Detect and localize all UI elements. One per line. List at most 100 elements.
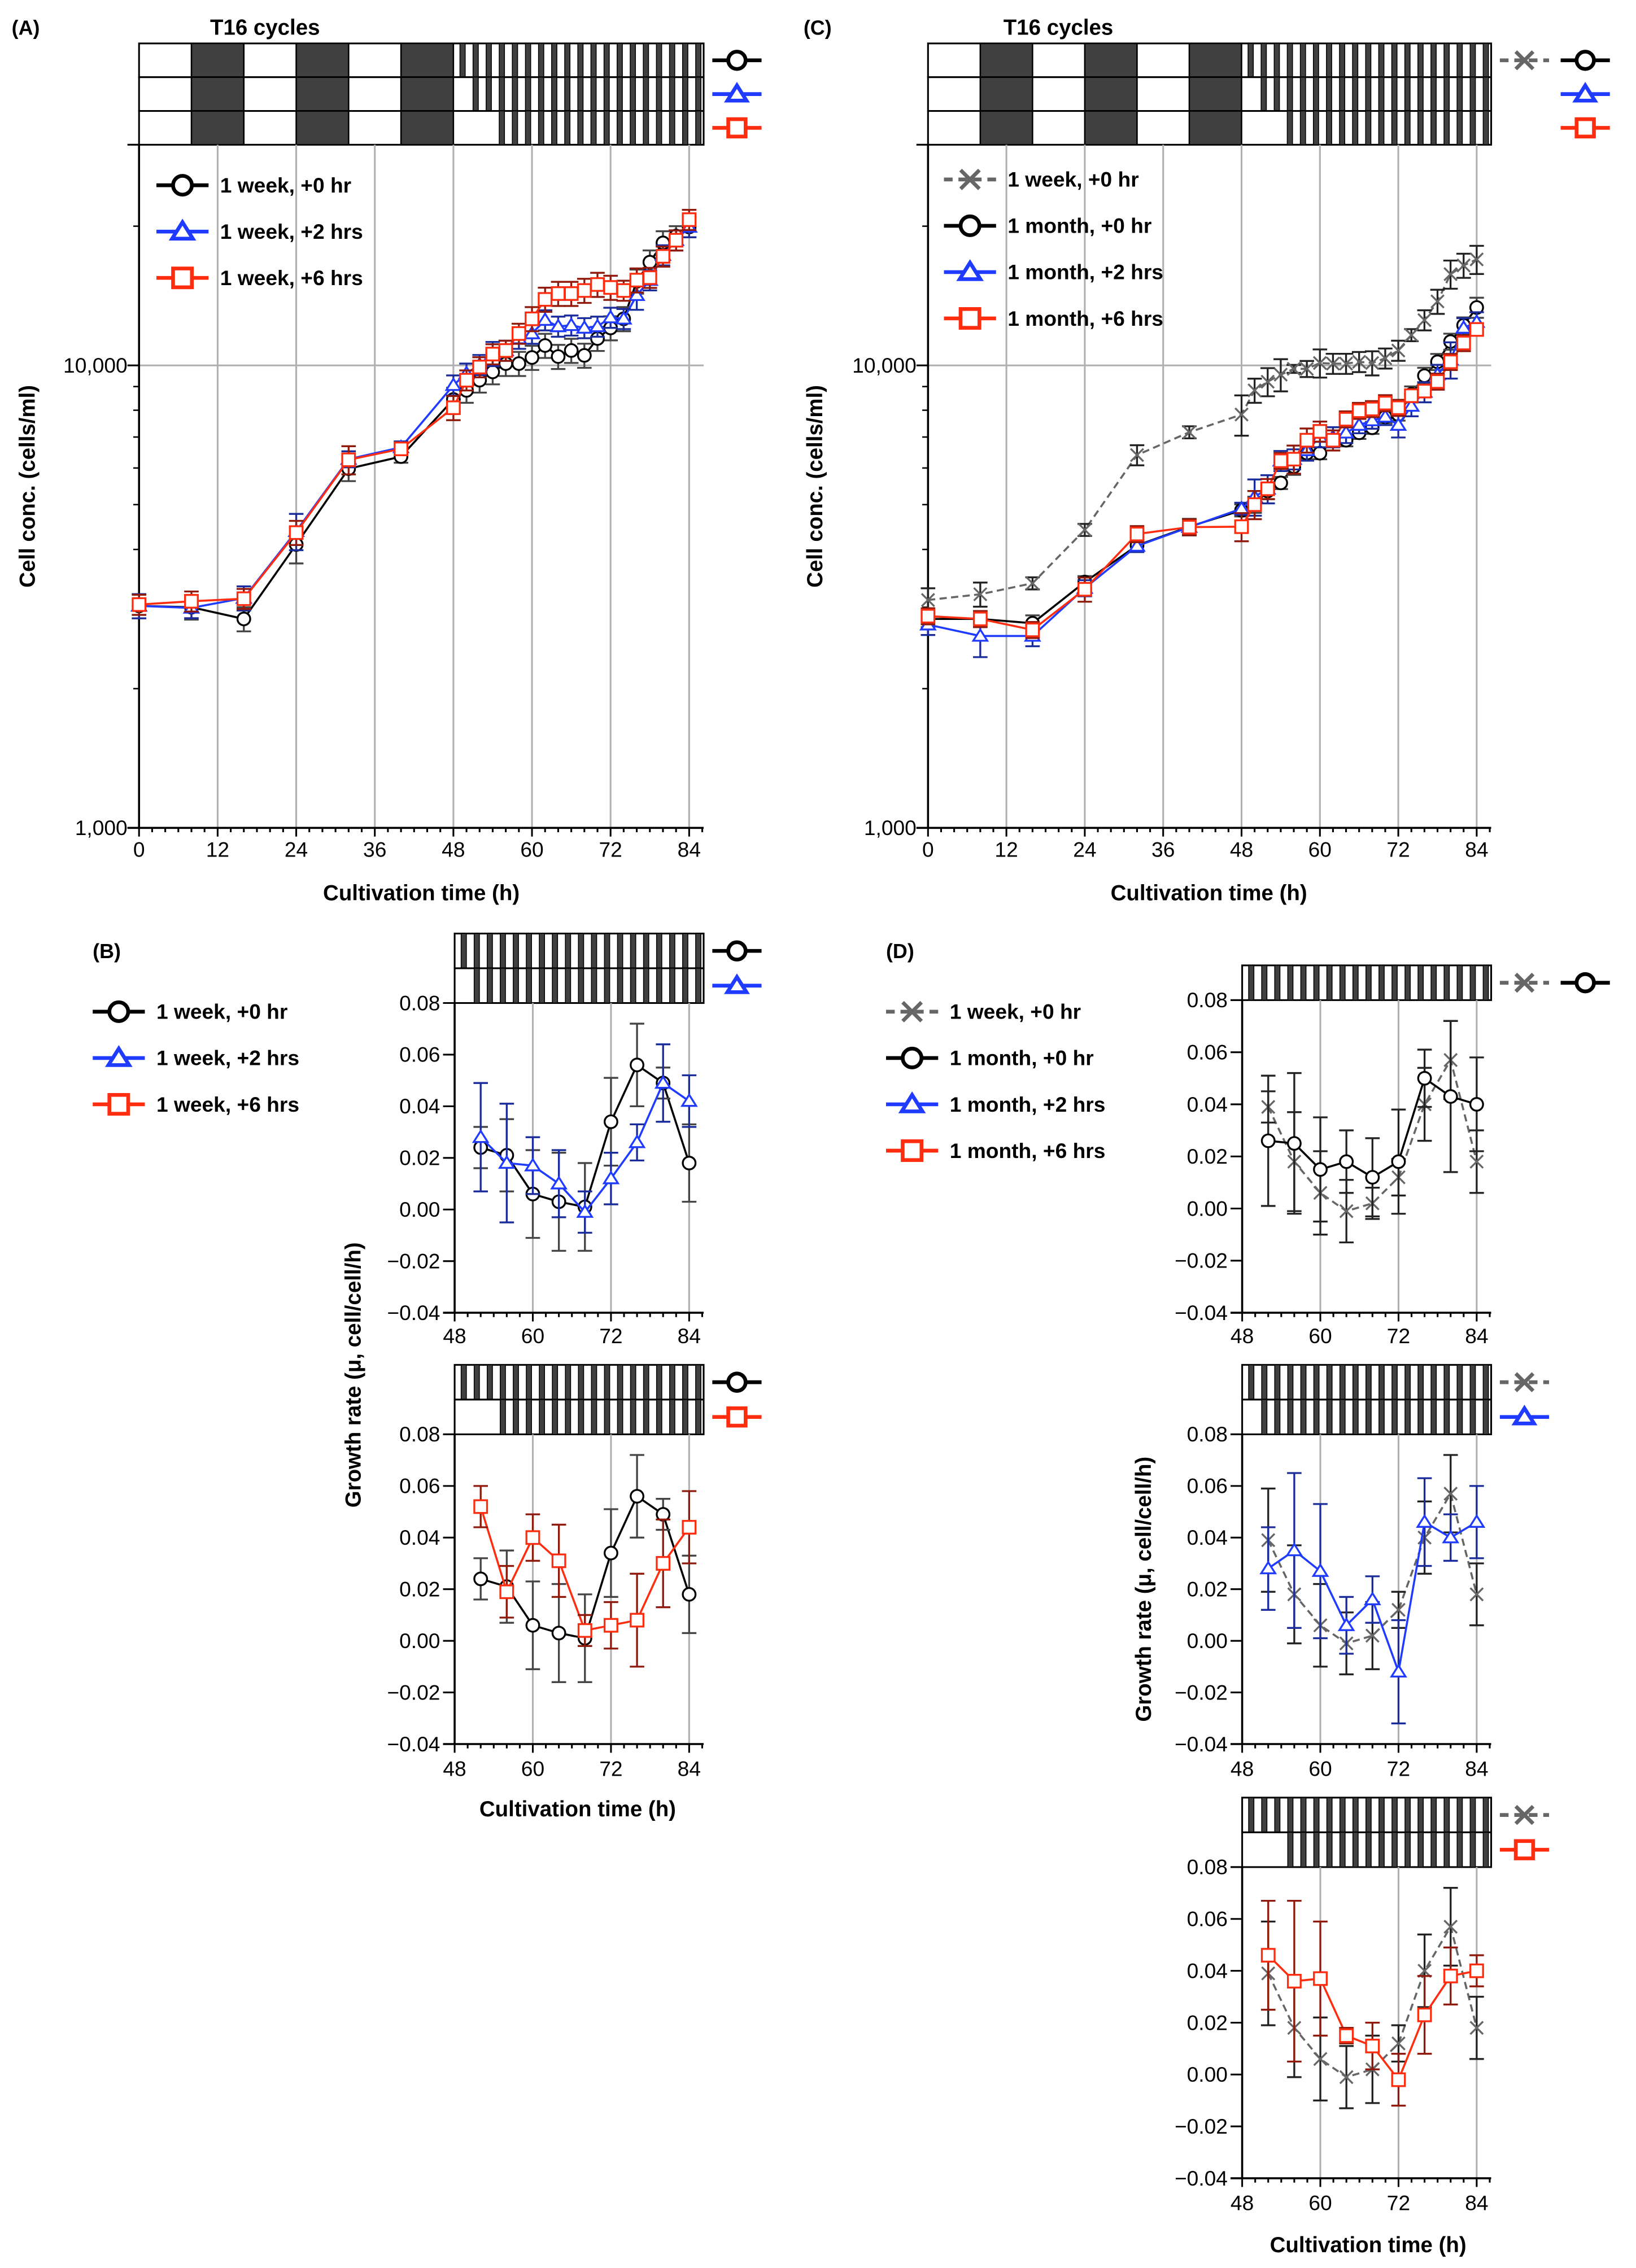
data-point [523,325,541,339]
dark-period [591,968,597,1004]
dark-period [400,42,455,78]
x-tick-label: 84 [1465,1756,1488,1780]
triangle-marker-icon [104,1045,133,1067]
dark-period [617,933,623,969]
dark-period [1287,1832,1294,1868]
y-tick-label: 0.06 [399,1474,440,1498]
legend: 1 week, +0 hr 1 month, +0 hr 1 month, +2 h… [944,168,1163,330]
data-point [1469,2021,1484,2035]
dark-period [1300,1399,1307,1435]
dark-period [1469,1399,1476,1435]
light-dark-strip [1241,1364,1550,1435]
data-point [1234,519,1249,534]
data-point [1312,356,1327,370]
dark-period [1456,965,1463,1001]
y-tick-label: 0.00 [1187,1196,1228,1220]
x-tick-label: 72 [1387,1756,1410,1780]
dark-period [1274,1399,1281,1435]
dark-period [1365,1399,1372,1435]
y-tick-label: 0.06 [1187,1474,1228,1498]
data-point [289,525,304,540]
data-point [1351,403,1367,418]
dark-period [630,76,636,112]
dark-period [1286,76,1293,112]
y-tick-label: 0.02 [1187,2011,1228,2034]
dark-period [1300,1797,1307,1833]
dark-period [1443,1832,1450,1868]
dark-period [1352,1832,1359,1868]
dark-period [1352,1399,1359,1435]
x-axis-title: Cultivation time (h) [1111,881,1307,905]
data-point [1455,320,1473,334]
data-point [1365,356,1380,370]
dark-period [617,43,623,78]
data-point [577,283,592,298]
data-point [525,311,539,326]
data-point [1299,432,1315,448]
dark-period [486,1364,493,1400]
series-1-month-2-hrs [919,311,1486,658]
dark-period [1443,1364,1450,1400]
x-tick-label: 72 [599,1756,622,1780]
legend-label: 1 week, +0 hr [950,1000,1081,1024]
light-dark-strip [453,1364,762,1435]
dark-period [1300,1364,1307,1400]
dark-period [500,1364,506,1400]
series-1-month-6-hrs [1260,1899,1484,2107]
dark-period [486,968,493,1004]
dark-period [1312,110,1319,146]
data-point [1273,475,1288,491]
triangle-marker-icon [956,259,984,281]
schedule-key-circle [1560,972,1610,994]
dark-period [1430,76,1437,112]
data-point [630,1489,645,1504]
dark-period [539,968,546,1004]
series-1-week-2-hrs [472,1043,698,1234]
dark-period [1287,965,1294,1001]
legend-key-triangle [156,219,209,241]
dark-period [1482,1399,1489,1435]
data-point [1365,1170,1380,1185]
dark-period [1365,76,1372,112]
x-tick-label: 60 [1308,1324,1332,1348]
dark-period [486,43,492,78]
circle-marker-icon [1574,50,1596,71]
dark-period [1274,1797,1281,1833]
dark-period [1378,965,1385,1001]
dark-period [564,43,571,78]
data-point [538,292,553,307]
dark-period [1378,1399,1385,1435]
dark-period [1339,965,1346,1001]
dark-period [643,968,649,1004]
dark-period [1352,110,1359,146]
dark-period [295,76,350,112]
dark-period [695,110,701,146]
dark-period [1299,110,1306,146]
dark-period [526,968,532,1004]
data-point [1260,1133,1276,1148]
data-point [1469,322,1484,337]
data-point [1025,622,1040,637]
square-marker-icon [107,1093,130,1116]
circle-marker-icon [171,174,194,197]
dark-period [603,110,610,146]
dark-period [695,76,701,112]
dark-period [1326,76,1332,112]
data-point [616,283,631,298]
panel-c-title: T16 cycles [1004,16,1113,40]
dark-period [630,110,636,146]
data-point [1430,294,1445,309]
square-marker-icon [1513,1839,1535,1860]
data-point [1337,1617,1355,1631]
triangle-marker-icon [898,1091,926,1113]
y-tick-label: 0.06 [399,1043,440,1067]
dark-period [1365,43,1372,78]
dark-period [1417,110,1424,146]
data-point [603,1114,618,1129]
dark-period [604,968,610,1004]
dark-period [577,76,584,112]
data-point [1443,1920,1458,1934]
dark-period [604,1399,610,1435]
data-point [1129,448,1144,462]
data-point [525,350,539,365]
